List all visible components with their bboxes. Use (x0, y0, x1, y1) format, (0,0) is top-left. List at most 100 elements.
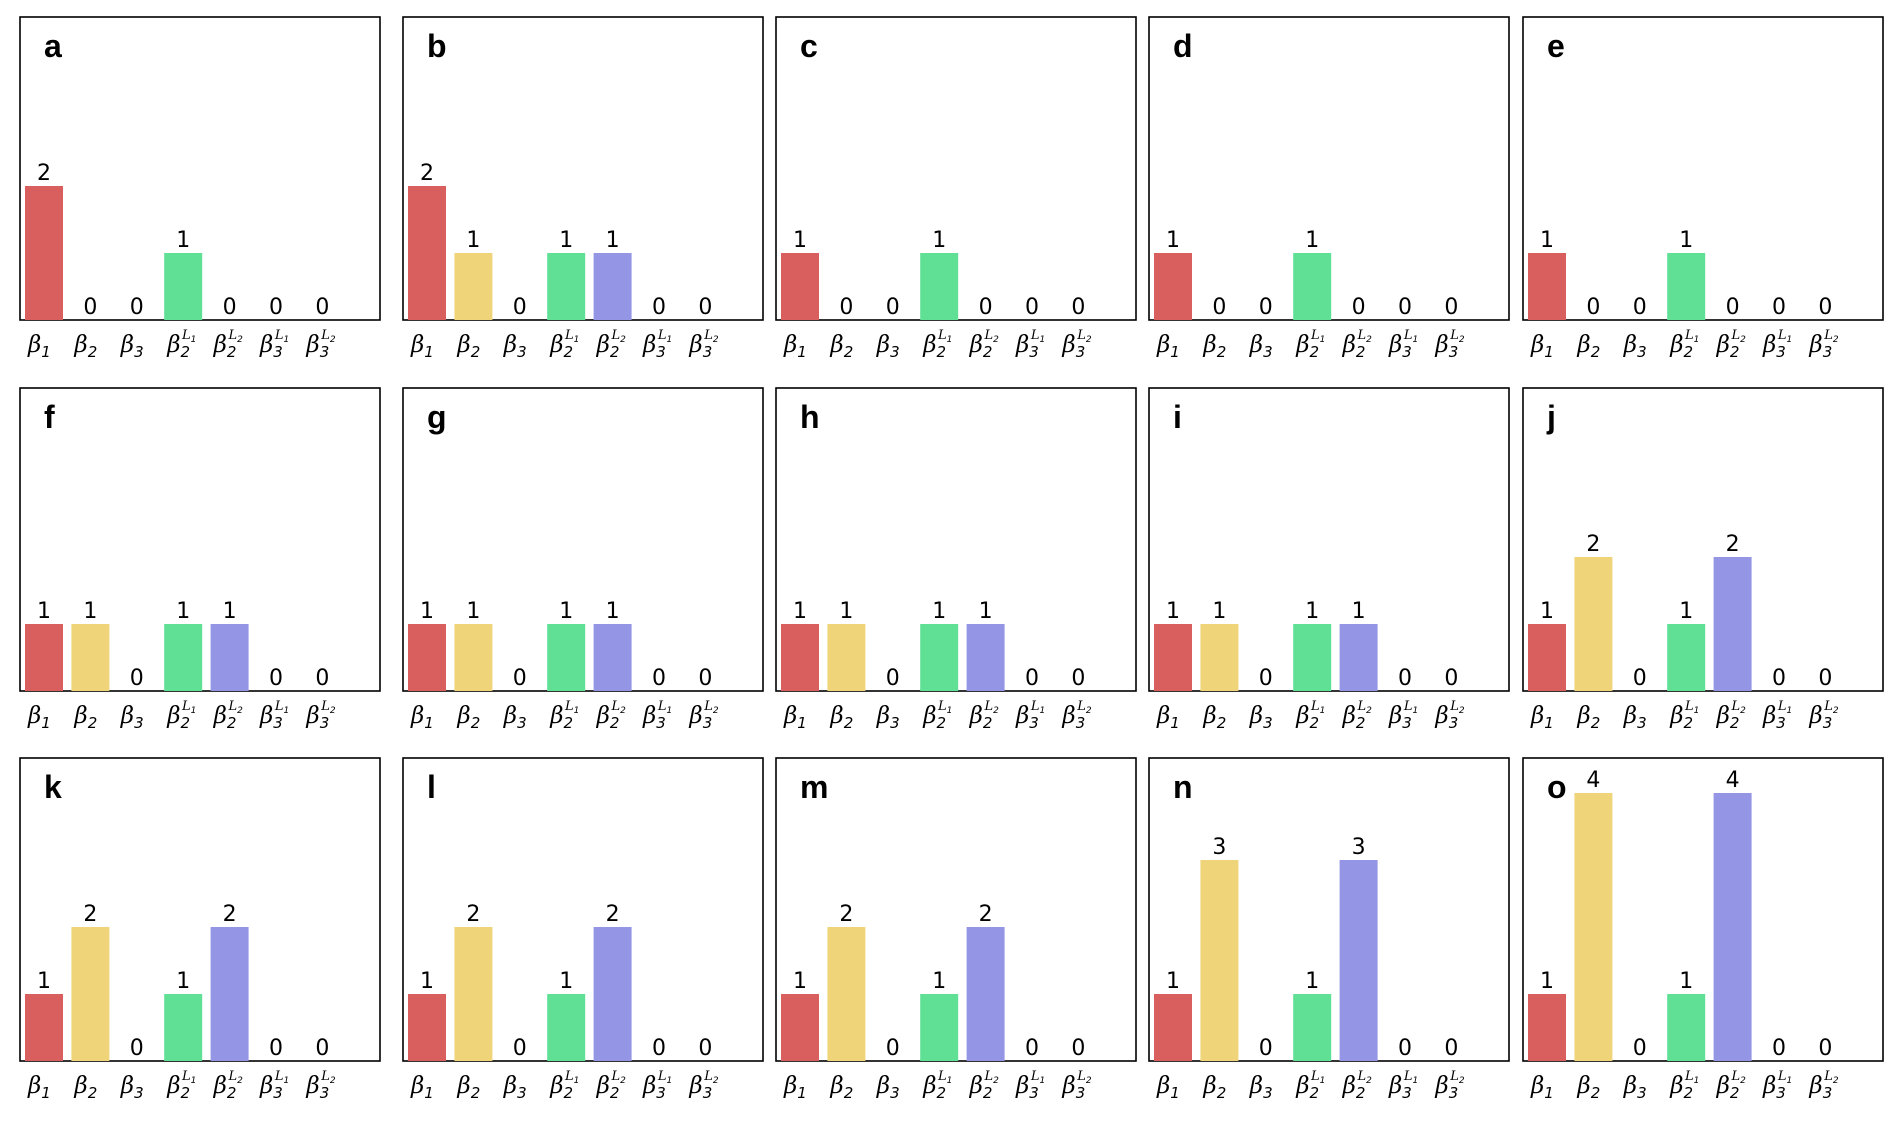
value-label: 1 (606, 228, 620, 253)
value-label: 0 (315, 666, 329, 691)
value-label: 0 (1025, 295, 1039, 320)
x-tick-label: β1 (410, 332, 434, 361)
x-tick-label: β3L2 (1808, 699, 1838, 732)
bar-beta1 (781, 624, 819, 691)
x-tick-label: β3L1 (1015, 1069, 1045, 1102)
bar-beta1 (781, 994, 819, 1061)
value-label: 0 (652, 295, 666, 320)
panel-letter: o (1547, 769, 1567, 805)
panel-b: b 2 β1 1 β2 0 β3 1 β2L1 1 β2L2 0 β3L1 0 β3L2 (402, 16, 764, 361)
x-tick-label: β1 (783, 1073, 807, 1102)
x-tick-label: β3 (503, 703, 527, 732)
x-tick-label: β2 (456, 703, 480, 732)
value-label: 0 (652, 1036, 666, 1061)
value-label: 1 (559, 228, 573, 253)
x-tick-label: β2L2 (213, 1069, 243, 1102)
panel-m: m 1 β1 2 β2 0 β3 1 β2L1 2 β2L2 0 β3L1 0 β3L2 (775, 757, 1137, 1102)
value-label: 1 (932, 969, 946, 994)
value-label: 1 (176, 228, 190, 253)
x-tick-label: β3L1 (1762, 1069, 1792, 1102)
value-label: 2 (1726, 532, 1740, 557)
x-tick-label: β2L1 (166, 699, 196, 732)
value-label: 0 (1398, 666, 1412, 691)
x-tick-label: β3L2 (688, 328, 718, 361)
x-tick-label: β3 (1623, 1073, 1647, 1102)
value-label: 1 (466, 228, 480, 253)
value-label: 1 (606, 599, 620, 624)
value-label: 0 (130, 666, 144, 691)
value-label: 1 (1679, 228, 1693, 253)
panel-letter: h (800, 399, 820, 435)
value-label: 3 (1212, 835, 1226, 860)
panel-letter: m (800, 769, 828, 805)
value-label: 0 (839, 295, 853, 320)
value-label: 2 (979, 902, 993, 927)
value-label: 1 (1540, 969, 1554, 994)
value-label: 0 (513, 1036, 527, 1061)
x-tick-label: β3L1 (1015, 328, 1045, 361)
value-label: 0 (1259, 1036, 1273, 1061)
bar-beta2 (827, 624, 866, 691)
value-label: 0 (1726, 295, 1740, 320)
bar-beta1 (408, 624, 446, 691)
x-tick-label: β3L1 (1015, 699, 1045, 732)
x-tick-label: β2L1 (1295, 699, 1325, 732)
x-tick-label: β3L2 (688, 1069, 718, 1102)
value-label: 1 (793, 228, 807, 253)
value-label: 1 (1166, 969, 1180, 994)
x-tick-label: β2L2 (1342, 1069, 1372, 1102)
x-tick-label: β1 (410, 703, 434, 732)
panel-letter: f (44, 399, 55, 435)
x-tick-label: β2L2 (1342, 328, 1372, 361)
x-tick-label: β3 (876, 703, 900, 732)
x-tick-label: β2L2 (213, 699, 243, 732)
bar-beta2_L1 (547, 624, 586, 691)
x-tick-label: β2L1 (922, 1069, 952, 1102)
bar-beta1 (408, 186, 446, 320)
value-label: 1 (932, 599, 946, 624)
bar-beta2_L1 (1293, 624, 1332, 691)
bar-beta1 (25, 186, 63, 320)
x-tick-label: β1 (1530, 332, 1554, 361)
x-tick-label: β2L2 (969, 328, 999, 361)
x-tick-label: β2 (73, 1073, 97, 1102)
bar-beta2_L1 (920, 994, 959, 1061)
value-label: 4 (1586, 768, 1600, 793)
bar-beta2 (71, 624, 110, 691)
x-tick-label: β1 (783, 703, 807, 732)
value-label: 0 (1398, 1036, 1412, 1061)
x-tick-label: β3L1 (642, 1069, 672, 1102)
x-tick-label: β3 (120, 703, 144, 732)
value-label: 0 (1818, 666, 1832, 691)
value-label: 1 (176, 969, 190, 994)
value-label: 0 (130, 295, 144, 320)
value-label: 2 (1586, 532, 1600, 557)
x-tick-label: β2L1 (549, 1069, 579, 1102)
value-label: 0 (698, 666, 712, 691)
value-label: 0 (315, 1036, 329, 1061)
x-tick-label: β3L2 (1808, 1069, 1838, 1102)
x-tick-label: β2L2 (596, 699, 626, 732)
x-tick-label: β3L2 (1061, 1069, 1091, 1102)
bar-beta1 (1154, 624, 1192, 691)
panel-letter: b (427, 28, 447, 64)
bar-beta1 (1528, 253, 1566, 320)
value-label: 0 (886, 295, 900, 320)
value-label: 2 (466, 902, 480, 927)
x-tick-label: β1 (27, 332, 51, 361)
x-tick-label: β3 (1249, 332, 1273, 361)
value-label: 1 (223, 599, 237, 624)
value-label: 0 (979, 295, 993, 320)
value-label: 0 (130, 1036, 144, 1061)
x-tick-label: β3L1 (1388, 328, 1418, 361)
x-tick-label: β2 (1576, 1073, 1600, 1102)
value-label: 0 (1352, 295, 1366, 320)
x-tick-label: β3L1 (1762, 328, 1792, 361)
value-label: 1 (979, 599, 993, 624)
value-label: 2 (37, 161, 51, 186)
bar-beta2_L2 (593, 927, 632, 1061)
value-label: 0 (1633, 666, 1647, 691)
x-tick-label: β3L2 (305, 328, 335, 361)
bar-beta2_L1 (1667, 994, 1706, 1061)
value-label: 0 (1025, 666, 1039, 691)
